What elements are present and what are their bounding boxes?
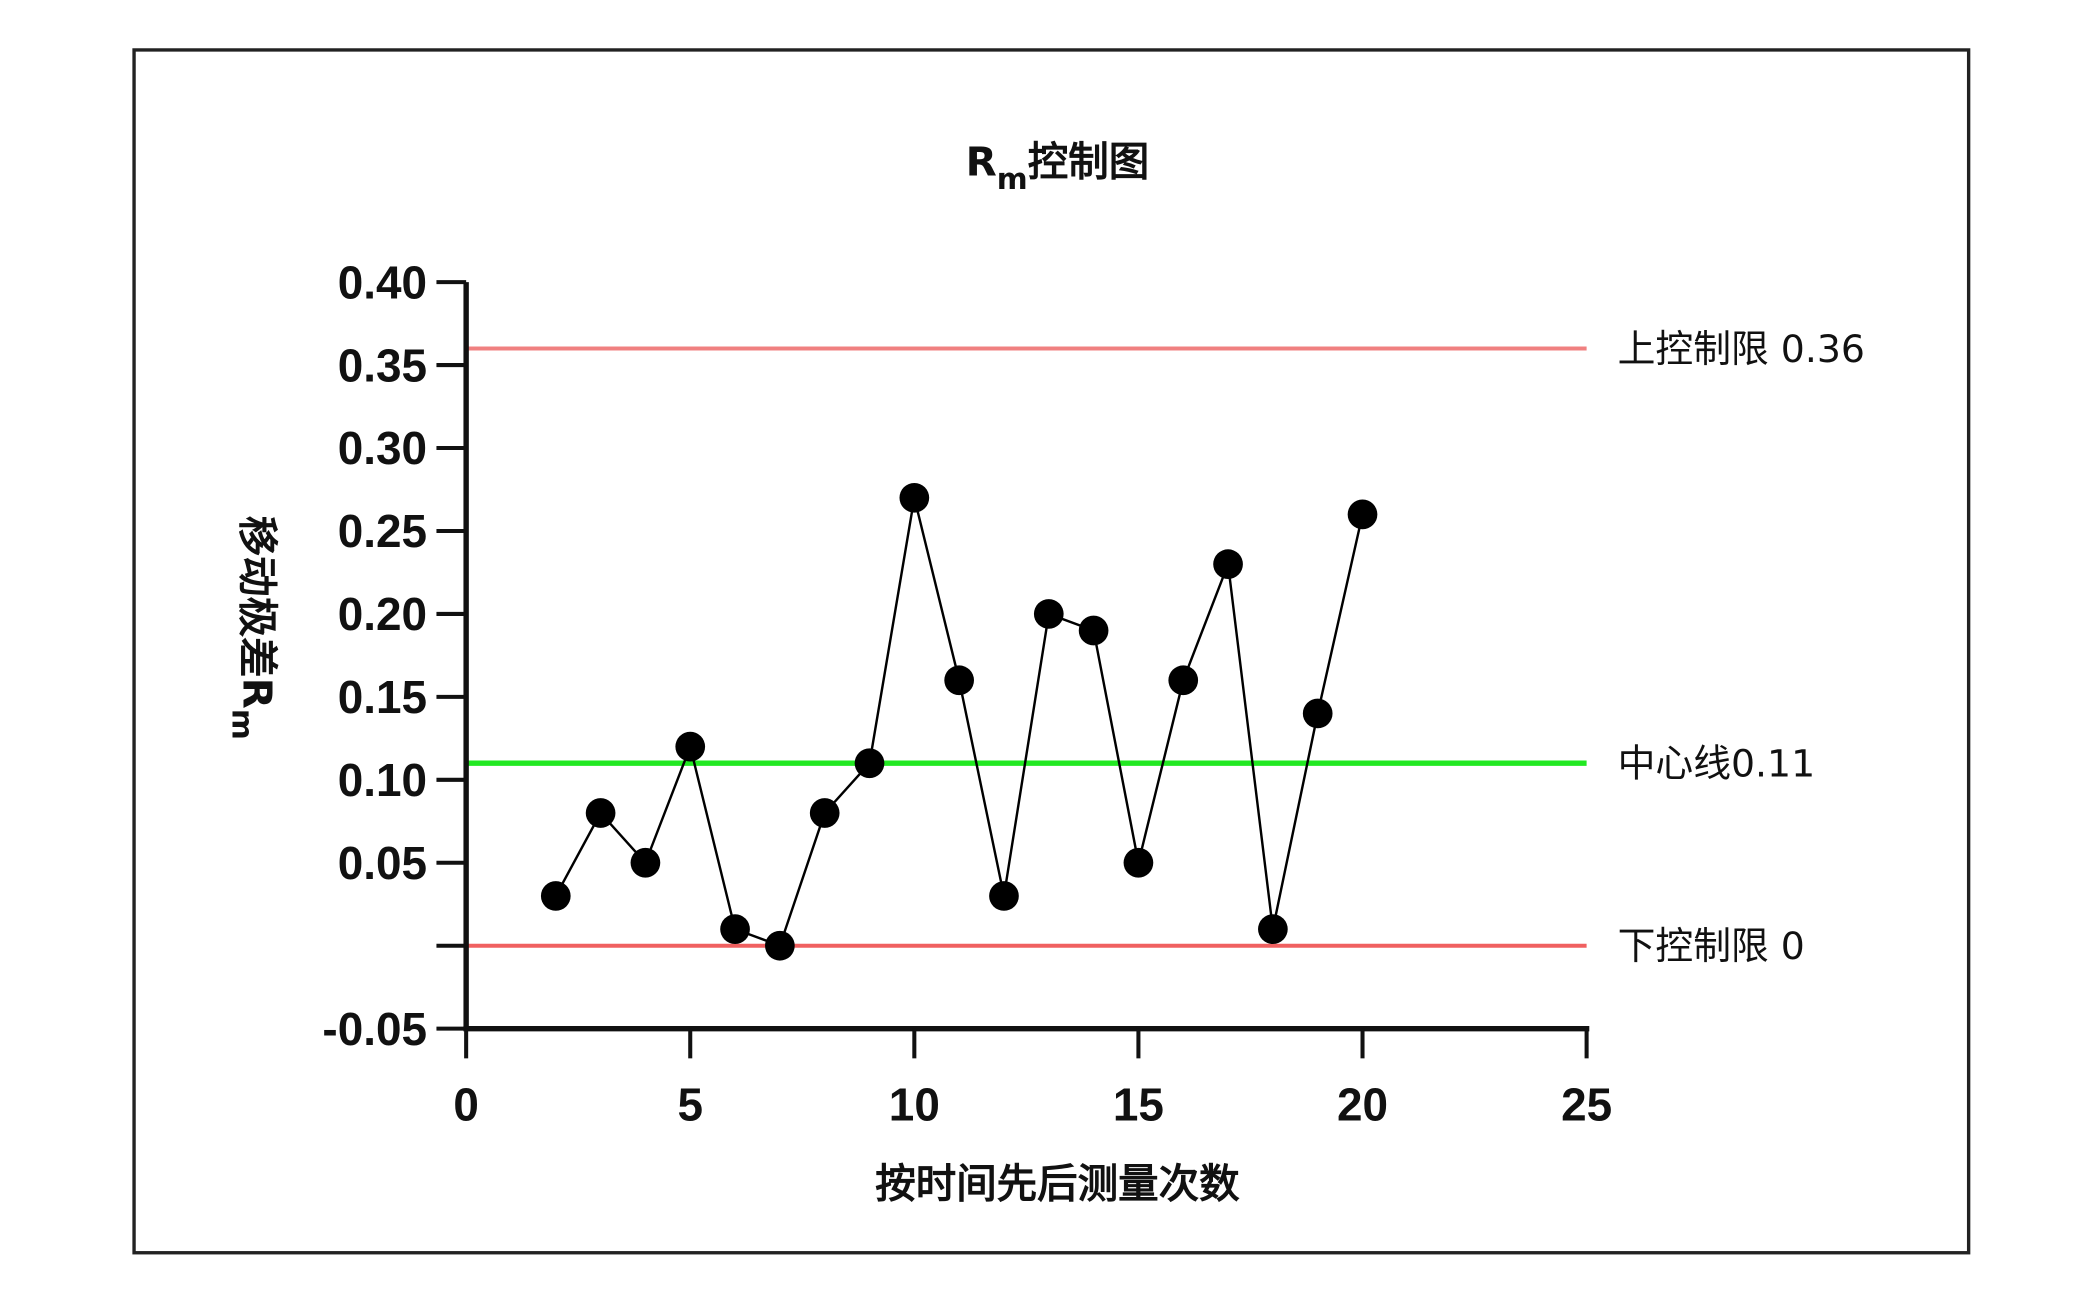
data-point [1258,914,1288,944]
y-tick-label: 0.10 [338,754,427,806]
x-tick-label: 0 [453,1078,479,1130]
y-tick-label: 0.05 [338,837,427,889]
reference-line-label: 中心线0.11 [1618,742,1815,786]
data-point [944,665,974,696]
x-tick-label: 10 [889,1078,940,1130]
y-tick-label: 0.15 [338,671,427,723]
data-point [630,847,661,878]
data-point [720,914,750,944]
y-axis-label: 移动极差Rm [225,516,282,740]
data-point [1168,665,1199,696]
chart-frame [132,48,1971,1255]
y-tick-label: 0.40 [338,256,427,308]
data-point [1078,615,1109,646]
x-tick-label: 15 [1113,1078,1164,1130]
data-point [585,798,616,828]
y-tick-label: 0.20 [338,588,427,640]
data-point [765,930,795,961]
chart-title: Rm控制图 [966,137,1150,196]
data-point [675,731,706,762]
data-point [989,881,1019,911]
y-tick-label: 0.25 [338,505,427,557]
data-point [809,798,840,828]
reference-line-label: 上控制限 0.36 [1618,327,1865,371]
data-point [1213,549,1243,580]
data-point [854,748,885,779]
data-point [1033,599,1064,629]
data-point [1123,847,1154,878]
reference-line-label: 下控制限 0 [1618,924,1805,968]
y-tick-label: 0.30 [338,422,427,474]
x-tick-label: 20 [1337,1078,1388,1130]
x-axis-label: 按时间先后测量次数 [875,1159,1240,1207]
x-tick-label: 25 [1561,1078,1612,1130]
data-point [1347,499,1378,530]
y-tick-label: -0.05 [322,1003,427,1055]
x-tick-label: 5 [677,1078,703,1130]
y-tick-label: 0.35 [338,339,427,391]
data-point [540,881,571,911]
data-point [1302,698,1333,729]
data-point [899,482,930,513]
